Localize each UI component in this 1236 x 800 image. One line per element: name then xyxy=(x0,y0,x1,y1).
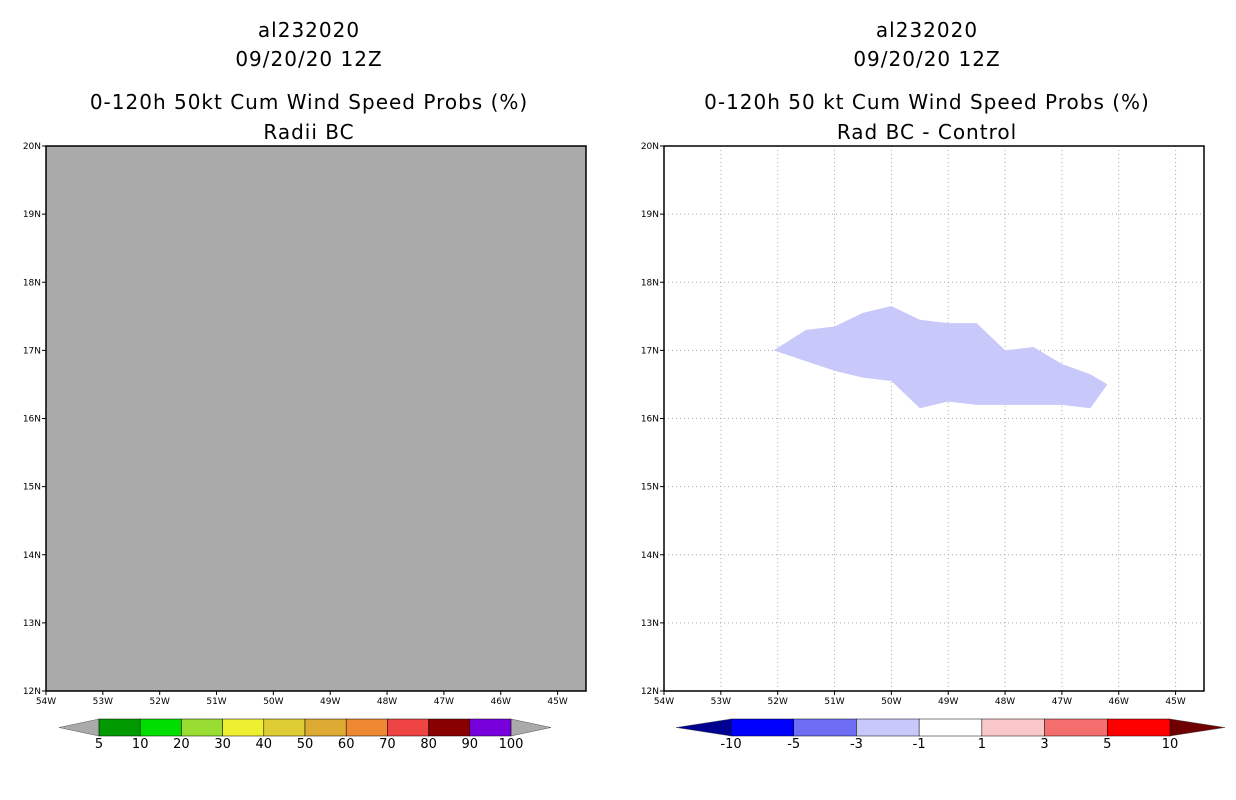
x-tick-label: 47W xyxy=(434,697,454,707)
colorbar-label: 100 xyxy=(499,737,524,752)
colorbar-segment xyxy=(263,718,306,737)
difference-region xyxy=(773,306,1108,409)
y-tick-label: 13N xyxy=(23,619,41,629)
colorbar-label: -1 xyxy=(913,737,926,752)
y-tick-label: 19N xyxy=(641,210,659,220)
y-tick-label: 20N xyxy=(23,142,41,152)
x-tick-label: 49W xyxy=(938,697,958,707)
x-tick-label: 52W xyxy=(768,697,788,707)
panel-right: al232020 09/20/20 12Z 0-120h 50 kt Cum W… xyxy=(618,0,1236,800)
x-tick-label: 51W xyxy=(824,697,844,707)
colorbar-label: 30 xyxy=(214,737,231,752)
x-tick-label: 51W xyxy=(206,697,226,707)
colorbar-label: 50 xyxy=(297,737,314,752)
x-tick-label: 48W xyxy=(377,697,397,707)
probability-map-chart: 12N 13N 14N 15N 16N 17N 18N 19N 20N 54W 53W 52W 51W 5… xyxy=(23,142,587,752)
y-tick-label: 18N xyxy=(23,278,41,288)
y-tick-label: 12N xyxy=(23,687,41,697)
y-tick-label: 16N xyxy=(641,415,659,425)
colorbar-segment xyxy=(304,718,347,737)
x-tick-label: 45W xyxy=(1165,697,1185,707)
colorbar-segment xyxy=(139,718,182,737)
colorbar-label: 5 xyxy=(95,737,103,752)
colorbar-segment xyxy=(981,718,1045,737)
storm-id-title: al232020 xyxy=(875,18,979,42)
colorbar-segment xyxy=(856,718,920,737)
datetime-title: 09/20/20 12Z xyxy=(853,47,1001,71)
x-tick-label: 50W xyxy=(881,697,901,707)
colorbar-label: 60 xyxy=(338,737,355,752)
colorbar-label: 40 xyxy=(256,737,273,752)
x-tick-label: 53W xyxy=(711,697,731,707)
colorbar-segment xyxy=(387,718,429,737)
colorbar-label: 10 xyxy=(132,737,149,752)
map-background xyxy=(664,146,1204,691)
y-tick-label: 17N xyxy=(641,346,659,356)
colorbar-label: 80 xyxy=(420,737,437,752)
x-tick-label: 54W xyxy=(36,697,56,707)
colorbar-label: 10 xyxy=(1162,737,1179,752)
product-title: 0-120h 50 kt Cum Wind Speed Probs (%) xyxy=(704,90,1150,114)
x-tick-label: 47W xyxy=(1052,697,1072,707)
colorbar-segment xyxy=(1107,718,1171,737)
colorbar-segment xyxy=(793,718,857,737)
y-tick-label: 13N xyxy=(641,619,659,629)
colorbar-label: -5 xyxy=(787,737,800,752)
colorbar-label: -10 xyxy=(720,737,741,752)
colorbar-segment xyxy=(918,718,983,737)
storm-id-title: al232020 xyxy=(257,18,361,42)
colorbar-segment xyxy=(222,718,265,737)
colorbar-label: 5 xyxy=(1103,737,1111,752)
colorbar-segment xyxy=(730,718,794,737)
y-tick-label: 20N xyxy=(641,142,659,152)
y-tick-label: 16N xyxy=(23,415,41,425)
y-tick-label: 19N xyxy=(23,210,41,220)
x-tick-label: 48W xyxy=(995,697,1015,707)
y-tick-label: 17N xyxy=(23,346,41,356)
x-tick-label: 49W xyxy=(320,697,340,707)
y-tick-label: 15N xyxy=(23,483,41,493)
subtitle: Rad BC - Control xyxy=(836,120,1018,144)
datetime-title: 09/20/20 12Z xyxy=(235,47,383,71)
colorbar-over-triangle xyxy=(510,718,552,737)
x-tick-label: 45W xyxy=(547,697,567,707)
colorbar-label: 3 xyxy=(1040,737,1048,752)
x-tick-label: 54W xyxy=(654,697,674,707)
subtitle: Radii BC xyxy=(263,120,355,144)
y-tick-label: 14N xyxy=(641,551,659,561)
colorbar-under-triangle xyxy=(58,718,100,737)
colorbar-label: -3 xyxy=(850,737,863,752)
colorbar-segment xyxy=(98,718,141,737)
colorbar-segment xyxy=(469,718,512,737)
x-tick-label: 52W xyxy=(150,697,170,707)
colorbar-segment xyxy=(428,718,471,737)
x-tick-label: 50W xyxy=(263,697,283,707)
product-title: 0-120h 50kt Cum Wind Speed Probs (%) xyxy=(89,90,529,114)
map-background xyxy=(46,146,586,691)
y-tick-label: 15N xyxy=(641,483,659,493)
x-tick-label: 46W xyxy=(1109,697,1129,707)
y-tick-label: 12N xyxy=(641,687,659,697)
y-tick-label: 14N xyxy=(23,551,41,561)
x-tick-label: 53W xyxy=(93,697,113,707)
difference-map-chart: 12N 13N 14N 15N 16N 17N 18N 19N 20N 54W 53W 52W 51W 5… xyxy=(641,142,1226,752)
colorbar-segment xyxy=(1044,718,1108,737)
y-tick-label: 18N xyxy=(641,278,659,288)
colorbar-label: 90 xyxy=(462,737,479,752)
colorbar-segment xyxy=(181,718,223,737)
colorbar-under-triangle xyxy=(675,718,732,737)
x-tick-label: 46W xyxy=(491,697,511,707)
colorbar-label: 70 xyxy=(379,737,396,752)
colorbar-label: 20 xyxy=(173,737,190,752)
colorbar-segment xyxy=(345,718,388,737)
colorbar-over-triangle xyxy=(1169,718,1226,737)
panel-left: al232020 09/20/20 12Z 0-120h 50kt Cum Wi… xyxy=(23,18,587,752)
colorbar-label: 1 xyxy=(978,737,986,752)
